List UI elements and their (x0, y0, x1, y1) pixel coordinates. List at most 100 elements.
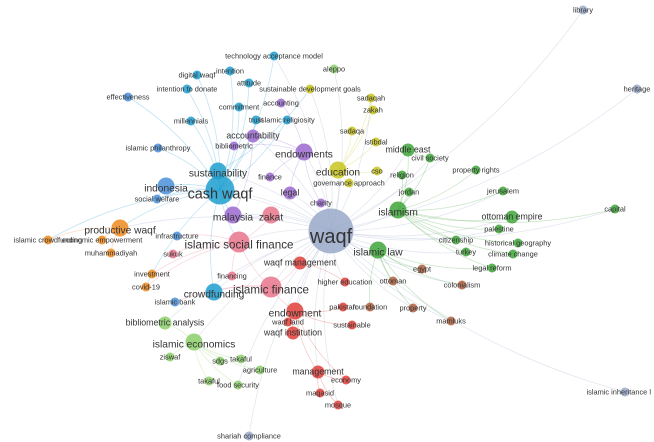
node-waqf_land[interactable] (283, 317, 293, 327)
node-financing[interactable] (227, 271, 237, 281)
node-infrastructure[interactable] (172, 231, 182, 241)
node-takaful2[interactable] (204, 376, 214, 386)
node-istibdal[interactable] (371, 137, 381, 147)
node-egypt[interactable] (417, 264, 427, 274)
node-sustainability[interactable] (209, 162, 227, 180)
node-governance_approach[interactable] (344, 178, 354, 188)
label-cash_waqf: cash waqf (188, 186, 254, 202)
node-sdg[interactable] (305, 84, 315, 94)
node-accounting[interactable] (276, 98, 286, 108)
node-zakat[interactable] (262, 206, 280, 224)
node-islamic_finance[interactable] (260, 276, 282, 298)
node-takaful[interactable] (236, 354, 246, 364)
node-sadaqa[interactable] (347, 126, 357, 136)
node-crowdfunding[interactable] (205, 283, 223, 301)
label-islamic_inheritance: islamic inheritance l (587, 388, 652, 397)
node-accountability[interactable] (246, 129, 260, 143)
node-investment[interactable] (147, 269, 157, 279)
label-sdgs: sdgs (212, 357, 228, 366)
node-climate_change[interactable] (508, 249, 518, 259)
node-sdgs[interactable] (215, 356, 225, 366)
node-property[interactable] (408, 303, 418, 313)
node-ottoman[interactable] (388, 276, 398, 286)
node-islamic_inheritance[interactable] (620, 387, 630, 397)
label-economy: economy (331, 376, 361, 385)
node-aleppo[interactable] (329, 64, 339, 74)
node-property_rights[interactable] (471, 165, 481, 175)
node-intention[interactable] (225, 66, 235, 76)
node-trust[interactable] (251, 115, 261, 125)
node-waqf_institution[interactable] (286, 326, 300, 340)
node-technology_acceptance[interactable] (269, 51, 279, 61)
node-education[interactable] (329, 161, 347, 179)
node-bibliometric_analysis[interactable] (158, 316, 172, 330)
label-library: library (573, 6, 593, 15)
node-foundation[interactable] (365, 302, 375, 312)
node-islamic_law[interactable] (369, 241, 387, 259)
node-citizenship[interactable] (451, 235, 461, 245)
label-management: management (292, 367, 344, 377)
node-islamic_social_finance[interactable] (228, 231, 250, 253)
node-pakistan[interactable] (338, 302, 348, 312)
node-intention_to_donate[interactable] (182, 84, 192, 94)
node-legal_reform[interactable] (487, 263, 497, 273)
node-colonialism[interactable] (457, 280, 467, 290)
node-agriculture[interactable] (255, 365, 265, 375)
node-social_welfare[interactable] (152, 194, 162, 204)
label-maqasid: maqasid (306, 389, 334, 398)
node-management[interactable] (311, 365, 325, 379)
node-islamic_crowdfunding[interactable] (43, 235, 53, 245)
node-waqf[interactable] (308, 208, 354, 254)
node-jordan[interactable] (404, 187, 414, 197)
node-economy[interactable] (341, 375, 351, 385)
node-shariah_compliance[interactable] (244, 431, 254, 441)
node-economic_empowerment[interactable] (97, 235, 107, 245)
node-covid19[interactable] (141, 282, 151, 292)
node-digital_waqf[interactable] (192, 70, 202, 80)
node-capital[interactable] (610, 204, 620, 214)
node-legal[interactable] (283, 186, 297, 200)
node-cash_waqf[interactable] (205, 175, 235, 205)
node-ziswaf[interactable] (165, 352, 175, 362)
node-sustainable[interactable] (347, 320, 357, 330)
node-islamism[interactable] (389, 201, 407, 219)
node-waqf_management[interactable] (293, 256, 307, 270)
node-attitude[interactable] (244, 78, 254, 88)
node-islamic_economics[interactable] (185, 333, 203, 351)
node-sukuk[interactable] (168, 249, 178, 259)
node-civil_society[interactable] (425, 153, 435, 163)
node-millennials[interactable] (186, 116, 196, 126)
node-indonesia[interactable] (157, 177, 175, 195)
node-sadaqah[interactable] (366, 93, 376, 103)
node-food_security[interactable] (233, 380, 243, 390)
node-productive_waqf[interactable] (111, 219, 129, 237)
node-maqasid[interactable] (315, 388, 325, 398)
node-finance[interactable] (265, 172, 275, 182)
node-higher_education[interactable] (340, 277, 350, 287)
node-palestine[interactable] (494, 224, 504, 234)
node-islamic_philanthropy[interactable] (153, 143, 163, 153)
node-endowments[interactable] (295, 143, 313, 161)
node-bibliometric[interactable] (229, 141, 239, 151)
label-covid19: covid-19 (132, 283, 160, 292)
node-commitment[interactable] (234, 102, 244, 112)
node-heritage[interactable] (632, 84, 642, 94)
node-library[interactable] (578, 5, 588, 15)
node-endowment[interactable] (286, 302, 304, 320)
node-turkey[interactable] (461, 247, 471, 257)
node-historical_geography[interactable] (513, 238, 523, 248)
node-charity[interactable] (316, 198, 326, 208)
node-middle_east[interactable] (401, 143, 415, 157)
node-mosque[interactable] (333, 400, 343, 410)
node-malaysia[interactable] (224, 206, 242, 224)
node-muhammadiyah[interactable] (106, 248, 116, 258)
node-jerusalem[interactable] (498, 186, 508, 196)
node-religion[interactable] (397, 170, 407, 180)
node-islamic_bank[interactable] (170, 297, 180, 307)
node-mamluks[interactable] (446, 316, 456, 326)
node-effectiveness[interactable] (123, 92, 133, 102)
node-zakah_top[interactable] (368, 105, 378, 115)
node-islamic_religiosity[interactable] (282, 115, 292, 125)
node-ottoman_empire[interactable] (505, 210, 519, 224)
node-cso[interactable] (372, 166, 382, 176)
